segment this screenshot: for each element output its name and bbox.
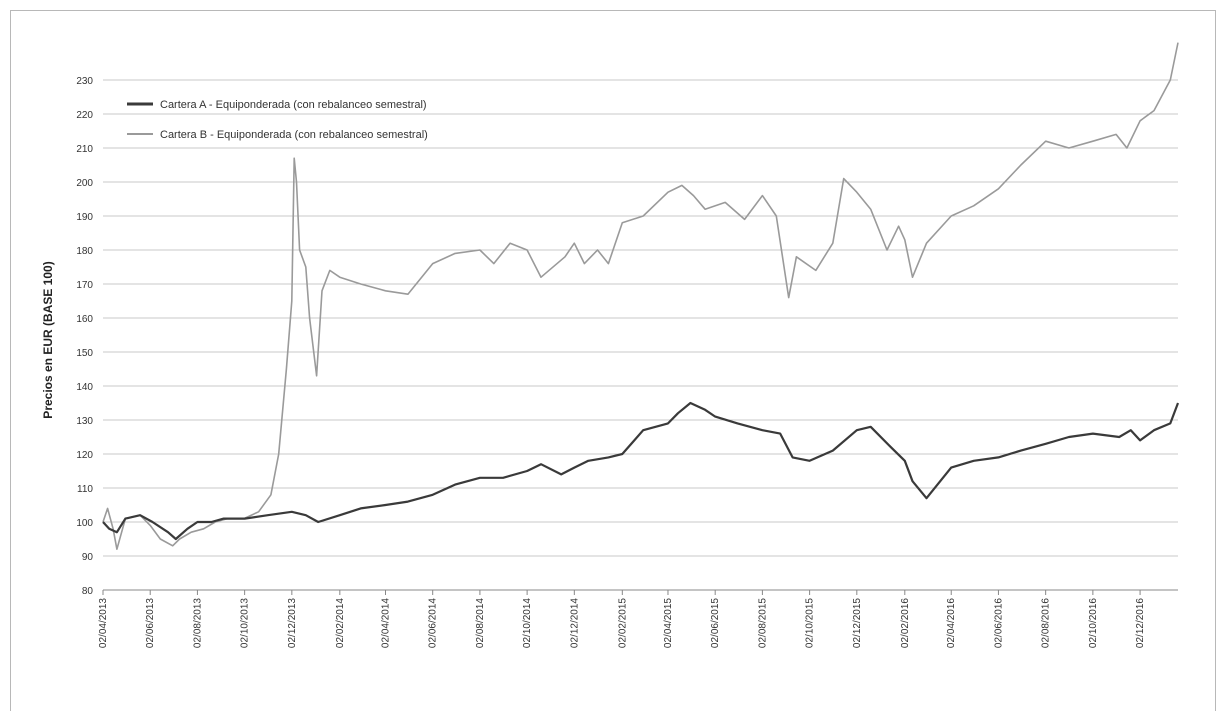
x-axis-tick-labels: 02/04/2013 02/06/2013 02/08/2013 02/10/2013… <box>98 598 1146 648</box>
series-lines <box>102 42 1180 551</box>
y-axis-title: Precios en EUR (BASE 100) <box>41 261 55 418</box>
x-tick-label: 02/10/2014 <box>522 598 533 648</box>
x-tick-label: 02/06/2015 <box>710 598 721 648</box>
x-tick-label: 02/08/2015 <box>757 598 768 648</box>
y-tick-label: 190 <box>76 212 93 223</box>
x-tick-label: 02/02/2016 <box>900 598 911 648</box>
y-tick-label: 220 <box>76 110 93 121</box>
y-tick-label: 100 <box>76 518 93 529</box>
series-line-cartera-b <box>102 42 1179 551</box>
x-tick-label: 02/12/2014 <box>569 598 580 648</box>
x-tick-label: 02/12/2013 <box>287 598 298 648</box>
x-tick-label: 02/10/2013 <box>240 598 251 648</box>
y-tick-label: 210 <box>76 144 93 155</box>
y-tick-label: 160 <box>76 314 93 325</box>
x-tick-label: 02/12/2016 <box>1135 598 1146 648</box>
y-tick-label: 90 <box>82 552 94 563</box>
y-tick-label: 180 <box>76 246 93 257</box>
x-tick-label: 02/04/2016 <box>946 598 957 648</box>
x-tick-label: 02/10/2015 <box>805 598 816 648</box>
x-tick-label: 02/06/2013 <box>145 598 156 648</box>
x-tick-label: 02/02/2015 <box>617 598 628 648</box>
x-tick-label: 02/08/2013 <box>192 598 203 648</box>
x-tick-label: 02/04/2013 <box>98 598 109 648</box>
x-tick-label: 02/08/2016 <box>1041 598 1052 648</box>
y-tick-label: 200 <box>76 178 93 189</box>
x-tick-label: 02/04/2014 <box>380 598 391 648</box>
x-tick-label: 02/04/2015 <box>663 598 674 648</box>
y-tick-label: 120 <box>76 450 93 461</box>
y-tick-label: 140 <box>76 382 93 393</box>
x-tick-label: 02/02/2014 <box>335 598 346 648</box>
y-tick-label: 80 <box>82 586 94 597</box>
legend-label-cartera-a: Cartera A - Equiponderada (con rebalance… <box>160 99 427 111</box>
x-tick-label: 02/12/2015 <box>852 598 863 648</box>
series-line-cartera-a <box>102 401 1180 541</box>
legend: Cartera A - Equiponderada (con rebalance… <box>127 99 428 141</box>
x-tick-label: 02/06/2014 <box>428 598 439 648</box>
x-tick-label: 02/06/2016 <box>993 598 1004 648</box>
y-axis-tick-labels: 80 90 100 110 120 130 140 150 160 170 180 190 200 210… <box>76 76 93 597</box>
y-tick-label: 170 <box>76 280 93 291</box>
y-tick-label: 130 <box>76 416 93 427</box>
x-axis <box>102 589 1178 595</box>
gridlines <box>103 79 1178 591</box>
chart-frame <box>10 10 1216 711</box>
y-tick-label: 230 <box>76 76 93 87</box>
x-tick-label: 02/10/2016 <box>1088 598 1099 648</box>
legend-label-cartera-b: Cartera B - Equiponderada (con rebalance… <box>160 129 428 141</box>
x-tick-label: 02/08/2014 <box>475 598 486 648</box>
y-tick-label: 150 <box>76 348 93 359</box>
y-tick-label: 110 <box>77 484 93 495</box>
